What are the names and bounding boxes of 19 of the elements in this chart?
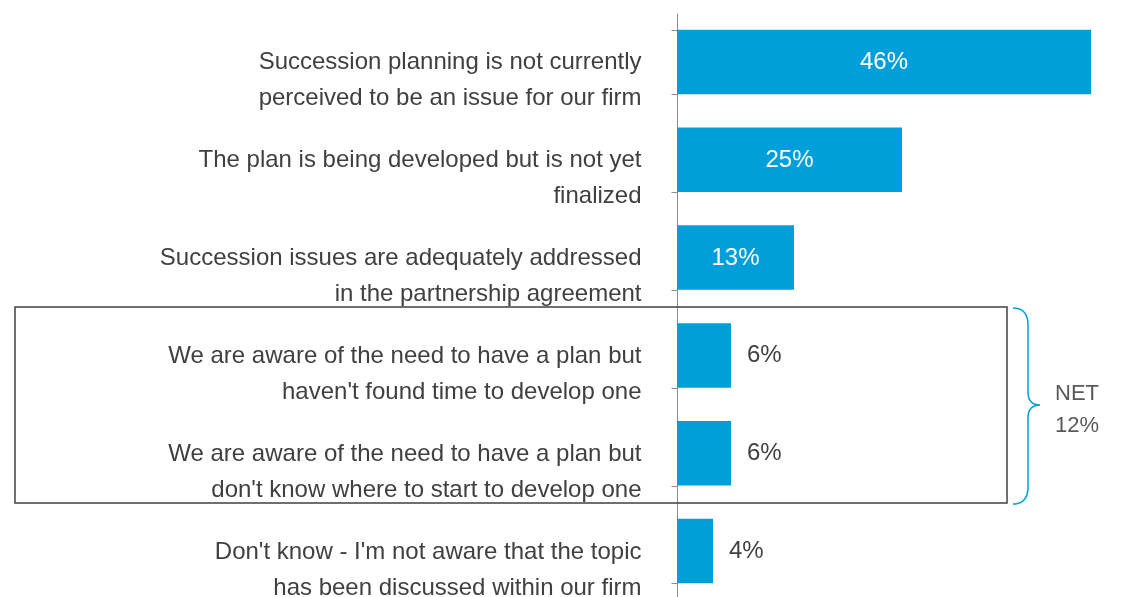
bar bbox=[677, 518, 713, 584]
y-tick-label: The plan is being developed but is not yet finalized bbox=[198, 145, 642, 209]
data-label: 4% bbox=[729, 536, 764, 564]
bar bbox=[677, 29, 1091, 95]
y-tick-label: Succession issues are adequately addressed in the partnership agreement bbox=[159, 243, 642, 307]
y-tick-label: Don't know - I'm not aware that the topic has been discussed within our firm bbox=[214, 536, 642, 597]
data-label: 46% bbox=[859, 46, 909, 74]
bar bbox=[677, 127, 902, 193]
bar bbox=[677, 420, 731, 486]
bar bbox=[677, 225, 794, 290]
y-tick-label: We are aware of the need to have a plan but don't know where to start to develop one bbox=[168, 438, 642, 502]
y-tick-label: We are aware of the need to have a plan but haven't found time to develop one bbox=[168, 340, 642, 404]
y-tick-label: Succession planning is not currently perceived to be an issue for our firm bbox=[258, 47, 642, 111]
data-label: 25% bbox=[765, 144, 814, 172]
data-label: 6% bbox=[747, 340, 782, 368]
data-label: 13% bbox=[711, 242, 760, 270]
bar bbox=[677, 323, 731, 388]
annotation: NET 12% bbox=[1054, 380, 1100, 437]
data-label: 6% bbox=[747, 438, 782, 466]
